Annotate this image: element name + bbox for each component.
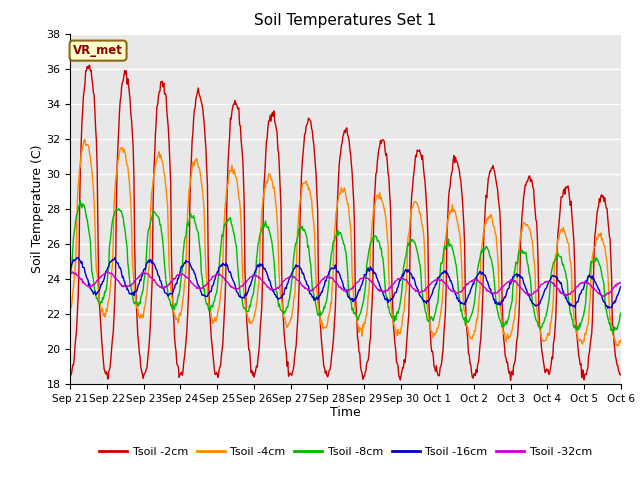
Tsoil -32cm xyxy=(429,279,437,285)
Line: Tsoil -16cm: Tsoil -16cm xyxy=(70,257,621,308)
Tsoil -8cm xyxy=(67,274,74,280)
Tsoil -2cm xyxy=(413,147,421,153)
Tsoil -4cm xyxy=(413,201,421,206)
Tsoil -16cm xyxy=(604,305,612,311)
Tsoil -2cm xyxy=(134,332,141,337)
Tsoil -8cm xyxy=(77,201,85,207)
Tsoil -4cm xyxy=(219,265,227,271)
Tsoil -32cm xyxy=(77,276,84,282)
Line: Tsoil -4cm: Tsoil -4cm xyxy=(70,140,621,346)
Tsoil -4cm xyxy=(134,306,141,312)
Tsoil -4cm xyxy=(614,343,622,348)
Tsoil -16cm xyxy=(219,261,227,266)
Tsoil -16cm xyxy=(190,268,198,274)
Title: Soil Temperatures Set 1: Soil Temperatures Set 1 xyxy=(255,13,436,28)
Tsoil -4cm xyxy=(81,137,88,143)
Legend: Tsoil -2cm, Tsoil -4cm, Tsoil -8cm, Tsoil -16cm, Tsoil -32cm: Tsoil -2cm, Tsoil -4cm, Tsoil -8cm, Tsoi… xyxy=(95,442,596,461)
Tsoil -4cm xyxy=(77,163,84,169)
Tsoil -32cm xyxy=(219,274,227,280)
Tsoil -32cm xyxy=(617,280,625,286)
Tsoil -32cm xyxy=(190,282,198,288)
Line: Tsoil -2cm: Tsoil -2cm xyxy=(70,65,621,380)
Tsoil -32cm xyxy=(599,293,607,299)
Tsoil -16cm xyxy=(74,254,82,260)
Tsoil -16cm xyxy=(67,266,74,272)
Tsoil -2cm xyxy=(86,62,93,68)
Tsoil -16cm xyxy=(429,287,437,292)
Tsoil -8cm xyxy=(190,213,198,218)
Tsoil -2cm xyxy=(507,377,515,383)
Tsoil -16cm xyxy=(77,260,85,266)
Tsoil -2cm xyxy=(429,354,437,360)
Tsoil -8cm xyxy=(617,310,625,316)
Tsoil -16cm xyxy=(413,286,421,291)
Text: VR_met: VR_met xyxy=(73,44,123,57)
Tsoil -8cm xyxy=(77,198,84,204)
Line: Tsoil -8cm: Tsoil -8cm xyxy=(70,201,621,333)
Tsoil -16cm xyxy=(134,285,141,290)
Tsoil -8cm xyxy=(609,330,617,336)
Tsoil -8cm xyxy=(429,318,437,324)
Tsoil -16cm xyxy=(617,284,625,290)
Tsoil -8cm xyxy=(219,233,227,239)
Tsoil -32cm xyxy=(67,270,74,276)
Tsoil -4cm xyxy=(190,163,198,169)
Tsoil -32cm xyxy=(413,288,421,294)
Tsoil -2cm xyxy=(190,116,198,121)
Tsoil -4cm xyxy=(67,304,74,310)
Tsoil -32cm xyxy=(134,276,141,281)
Y-axis label: Soil Temperature (C): Soil Temperature (C) xyxy=(31,144,44,273)
Tsoil -4cm xyxy=(429,335,437,340)
Tsoil -4cm xyxy=(617,337,625,343)
Tsoil -2cm xyxy=(67,371,74,377)
Tsoil -2cm xyxy=(617,372,625,377)
Tsoil -8cm xyxy=(413,248,421,254)
Tsoil -32cm xyxy=(103,269,111,275)
Tsoil -2cm xyxy=(77,164,84,170)
Tsoil -2cm xyxy=(219,342,227,348)
X-axis label: Time: Time xyxy=(330,407,361,420)
Tsoil -8cm xyxy=(134,303,141,309)
Line: Tsoil -32cm: Tsoil -32cm xyxy=(70,272,621,296)
